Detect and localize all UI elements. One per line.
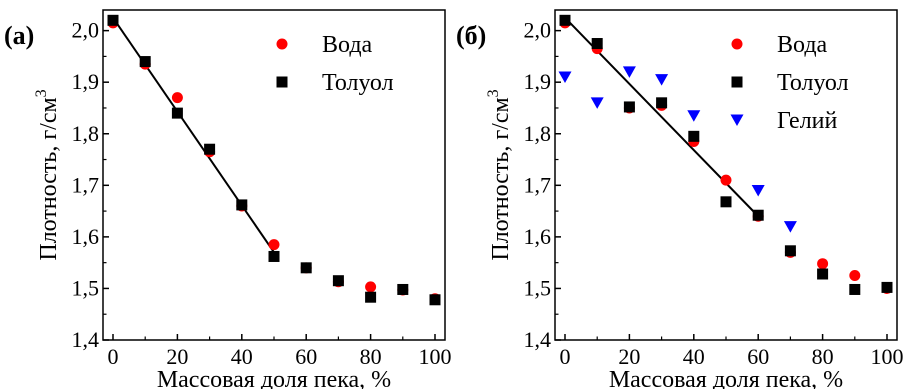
legend-label: Вода	[322, 32, 373, 58]
y-tick-label: 2,0	[524, 18, 552, 43]
data-point	[655, 74, 669, 86]
y-tick-label: 1,9	[524, 69, 552, 94]
data-point	[429, 294, 441, 306]
data-point	[300, 262, 312, 274]
y-tick-label: 1,5	[524, 275, 552, 300]
panel-label: (а)	[4, 21, 34, 50]
x-axis-label: Массовая доля пека, %	[609, 367, 843, 389]
data-point	[332, 275, 344, 287]
x-tick-label: 80	[812, 344, 834, 369]
data-point	[688, 130, 700, 142]
data-point	[139, 56, 151, 68]
data-point	[849, 283, 861, 295]
legend-label: Гелий	[777, 108, 838, 134]
data-point	[623, 101, 635, 113]
legend-marker	[731, 76, 743, 88]
y-tick-label: 1,4	[524, 327, 552, 352]
data-point	[784, 245, 796, 257]
data-point	[171, 92, 183, 104]
x-tick-label: 20	[618, 344, 640, 369]
x-tick-label: 60	[747, 344, 769, 369]
series-square	[107, 14, 441, 306]
data-point	[881, 281, 893, 293]
data-point	[268, 239, 280, 251]
legend-label: Толуол	[777, 70, 849, 96]
data-point	[559, 14, 571, 26]
data-point	[107, 14, 119, 26]
series-circle	[559, 17, 893, 294]
y-tick-label: 1,7	[72, 172, 100, 197]
x-axis-label: Массовая доля пека, %	[157, 367, 391, 389]
data-point	[687, 110, 701, 122]
y-axis-label: Плотность, г/см3	[33, 89, 62, 260]
data-point	[751, 184, 765, 197]
y-axis-label-main: Плотность, г/см	[488, 97, 514, 260]
y-axis-label: Плотность, г/см3	[485, 89, 514, 260]
data-point	[171, 107, 183, 119]
y-tick-label: 1,6	[72, 224, 100, 249]
legend-marker	[276, 38, 288, 50]
x-tick-label: 100	[871, 344, 904, 369]
series-triangle-down	[558, 66, 797, 233]
data-point	[590, 97, 604, 109]
panel-label: (б)	[456, 21, 486, 50]
x-tick-label: 20	[166, 344, 188, 369]
data-point	[849, 270, 861, 282]
x-tick-label: 40	[683, 344, 705, 369]
x-tick-label: 0	[108, 344, 119, 369]
y-tick-label: 1,4	[72, 327, 100, 352]
data-point	[783, 221, 797, 233]
y-tick-label: 1,8	[524, 121, 552, 146]
x-tick-label: 100	[419, 344, 452, 369]
legend-marker	[730, 114, 744, 126]
chart-panel-2: 0 20 40 60 80 100 1,4 1,5 1,6 1,7 1,8 1,9 2,0 Массова…	[456, 9, 904, 389]
data-point	[656, 97, 668, 109]
legend-label: Толуол	[322, 70, 394, 96]
plot-frame	[102, 9, 446, 341]
y-axis-label-superscript: 3	[33, 89, 50, 97]
data-point	[365, 281, 377, 293]
x-tick-label: 0	[560, 344, 571, 369]
y-tick-label: 1,9	[72, 69, 100, 94]
x-tick-label: 60	[295, 344, 317, 369]
data-point	[365, 291, 377, 303]
data-point	[591, 38, 603, 50]
data-point	[236, 199, 248, 211]
data-point	[622, 66, 636, 78]
y-tick-label: 1,7	[524, 172, 552, 197]
fit-line	[112, 17, 275, 253]
data-point	[720, 196, 732, 208]
data-point	[720, 174, 732, 186]
y-axis-label-main: Плотность, г/см	[36, 97, 62, 260]
data-point	[204, 143, 216, 155]
data-point	[397, 283, 409, 295]
y-tick-label: 2,0	[72, 18, 100, 43]
legend-label: Вода	[777, 32, 828, 58]
legend-marker	[731, 38, 743, 50]
y-tick-label: 1,5	[72, 275, 100, 300]
x-tick-label: 80	[360, 344, 382, 369]
data-point	[268, 250, 280, 262]
series-square	[559, 14, 893, 295]
x-tick-label: 40	[231, 344, 253, 369]
legend-marker	[276, 76, 288, 88]
data-point	[817, 258, 829, 270]
data-point	[558, 71, 572, 84]
y-tick-label: 1,8	[72, 121, 100, 146]
data-point	[817, 268, 829, 280]
y-tick-label: 1,6	[524, 224, 552, 249]
chart-panel-1: 0 20 40 60 80 100 1,4 1,5 1,6 1,7 1,8 1,9 2,0 Массова…	[4, 9, 452, 389]
y-axis-label-superscript: 3	[485, 89, 502, 97]
data-point	[752, 209, 764, 221]
